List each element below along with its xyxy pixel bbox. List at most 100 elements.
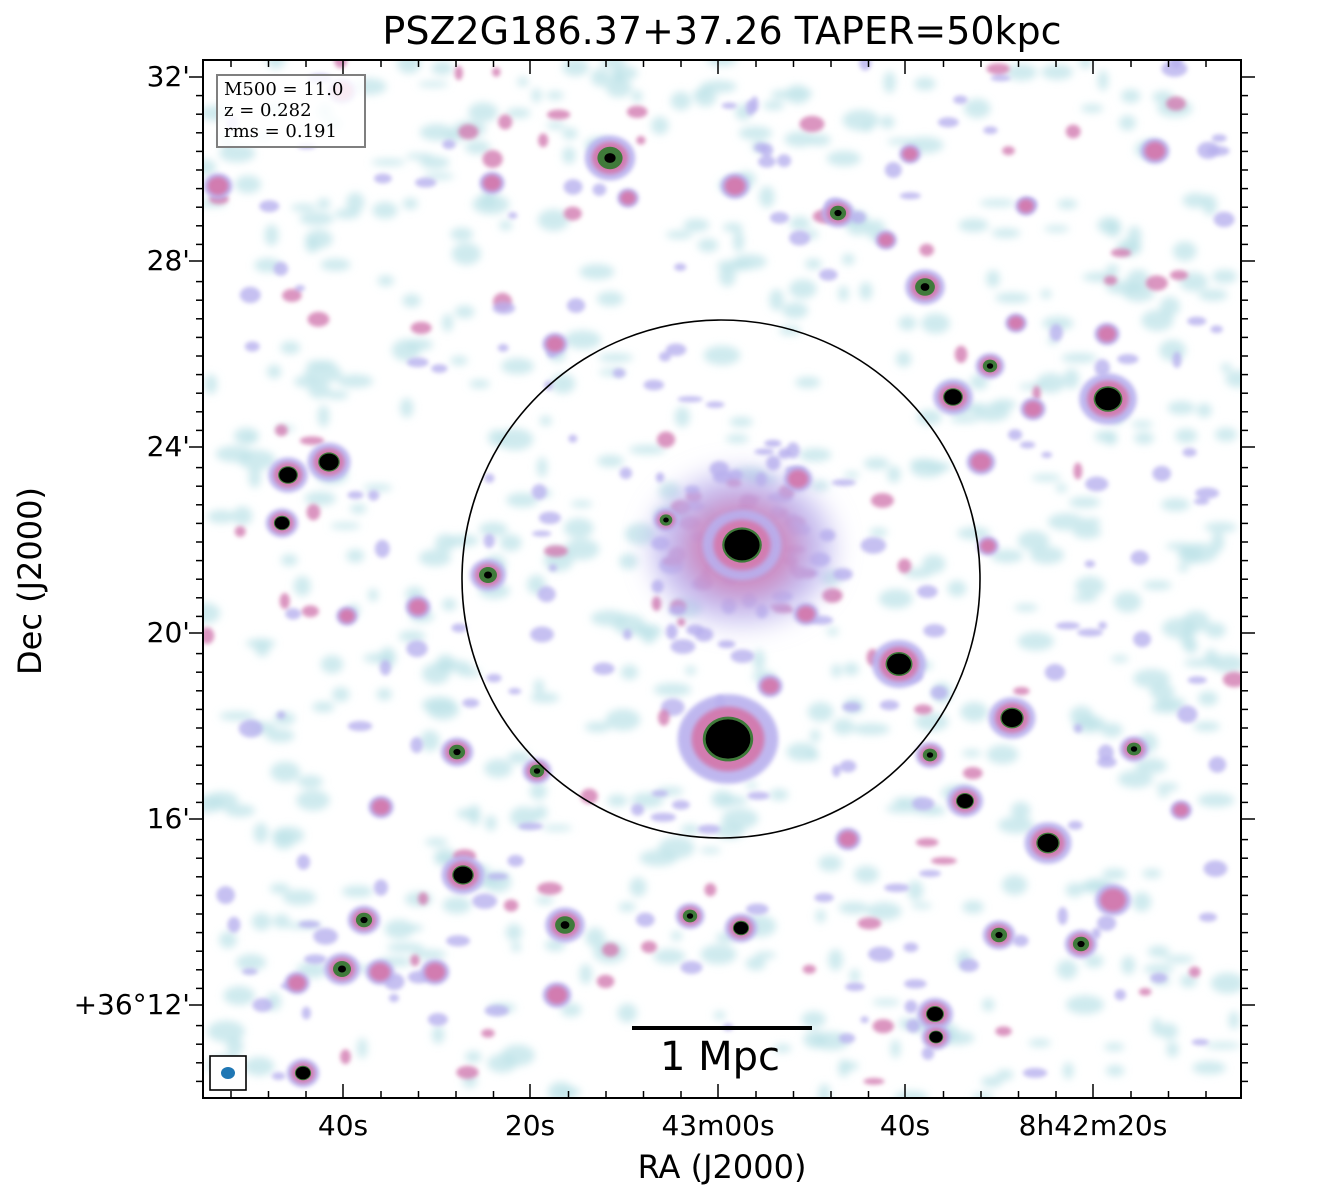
noise-blob [547,1081,574,1098]
noise-blob [363,483,393,492]
noise-blob [826,627,839,636]
noise-blob [509,806,539,828]
noise-blob [957,527,991,540]
noise-blob [1065,882,1084,898]
noise-blob [431,1025,445,1044]
noise-blob [560,1002,582,1017]
noise-blob [1205,622,1226,638]
noise-blob [1042,316,1074,331]
source-halo [724,176,746,196]
source-core [274,516,290,530]
source-core [929,1031,943,1043]
noise-blob [911,902,933,909]
noise-blob [769,211,789,224]
noise-blob [412,949,447,960]
noise-blob [831,663,842,678]
rms-label: rms = 0.191 [224,121,337,142]
noise-blob [346,549,365,563]
source-core [533,768,541,774]
noise-blob [617,1003,638,1023]
noise-blob [503,899,519,912]
noise-blob [849,968,860,983]
noise-blob [384,919,414,939]
x-tick-label: 43m00s [661,1109,775,1142]
noise-blob [1172,351,1182,368]
noise-blob [986,745,1019,765]
noise-blob [301,605,319,618]
noise-blob [298,920,321,928]
noise-blob [1163,955,1195,964]
source-core [604,153,616,163]
noise-blob [773,1044,792,1053]
noise-blob [1118,115,1137,131]
noise-blob [446,935,471,947]
noise-blob [499,220,513,231]
noise-blob [810,480,830,491]
noise-blob [962,767,983,780]
noise-blob [204,374,218,395]
noise-blob [859,60,872,71]
noise-blob [969,374,988,390]
noise-blob [597,455,624,468]
noise-blob [658,482,681,501]
image-title: PSZ2G186.37+37.26 TAPER=50kpc [382,9,1062,53]
noise-blob [484,758,513,778]
noise-blob [1069,705,1094,725]
noise-blob [584,721,611,733]
noise-blob [427,1013,448,1026]
noise-blob [789,230,811,246]
noise-blob [860,537,887,554]
noise-blob [801,1011,826,1028]
noise-blob [1167,401,1195,415]
noise-blob [878,588,913,609]
noise-blob [866,902,902,921]
noise-blob [971,1092,994,1098]
noise-blob [388,993,400,1003]
noise-blob [1198,691,1219,706]
x-tick-label: 20s [504,1109,556,1142]
noise-blob [852,723,890,736]
noise-blob [1055,483,1068,493]
noise-blob [1177,705,1198,724]
noise-blob [518,822,544,831]
source-core [887,653,911,675]
noise-blob [1196,403,1212,418]
noise-blob [906,1018,921,1033]
noise-blob [1084,560,1096,568]
noise-blob [1152,465,1172,482]
noise-blob [592,662,615,675]
source-halo [1008,316,1024,330]
noise-blob [350,503,367,514]
noise-blob [1098,621,1107,630]
noise-blob [1169,270,1189,281]
noise-blob [843,471,860,479]
noise-blob [655,472,665,483]
noise-blob [1072,525,1102,539]
noise-blob [417,81,449,88]
noise-blob [600,60,626,69]
source-core [957,794,973,808]
noise-blob [498,114,513,130]
noise-blob [406,640,428,658]
noise-blob [842,702,861,712]
source-halo [1097,325,1117,343]
noise-blob [885,804,921,814]
noise-blob [244,341,260,352]
source-halo [287,974,307,992]
noise-blob [651,579,664,594]
noise-blob [568,434,578,443]
noise-blob [776,154,792,168]
noise-blob [539,415,552,426]
noise-blob [760,143,774,157]
noise-blob [272,830,295,850]
noise-blob [1188,966,1201,978]
noise-blob [841,253,855,266]
noise-blob [226,1037,244,1056]
noise-blob [259,200,280,213]
noise-blob [1080,517,1101,528]
noise-blob [563,179,583,195]
noise-blob [733,254,767,270]
noise-blob [1220,362,1232,373]
noise-blob [203,159,217,176]
noise-blob [725,434,749,444]
